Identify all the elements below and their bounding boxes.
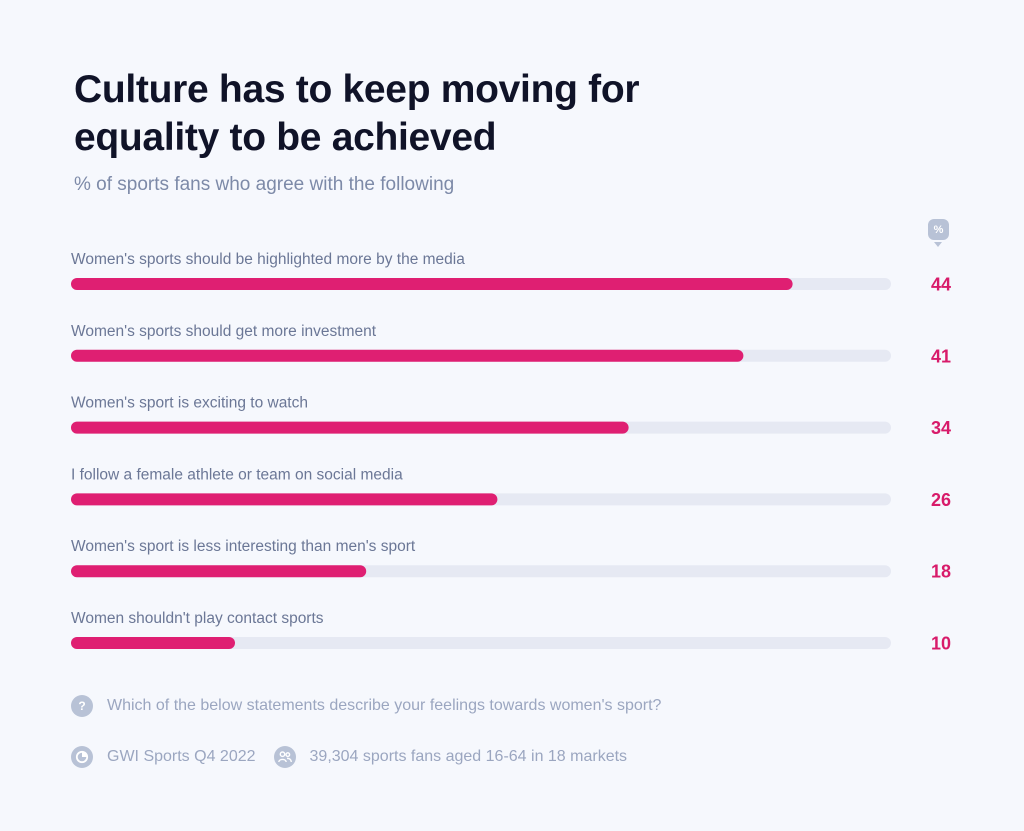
gwi-logo-icon (71, 746, 93, 768)
source-text: GWI Sports Q4 2022 (107, 748, 256, 765)
bar (71, 493, 498, 506)
question-icon: ? (71, 695, 93, 717)
bar-label: Women's sport is less interesting than m… (71, 538, 416, 555)
bar (71, 637, 235, 649)
bar (71, 349, 744, 362)
bar-label: Women's sport is exciting to watch (71, 395, 308, 412)
chart-title: Culture has to keep moving for equality … (74, 68, 640, 159)
question-text: Which of the below statements describe y… (107, 697, 662, 714)
bar-label: Women's sports should get more investmen… (71, 323, 377, 340)
bar-track (71, 637, 891, 649)
bar-value-label: 18 (931, 562, 951, 582)
bar-value-label: 26 (931, 490, 951, 510)
bar (71, 421, 629, 434)
question-row: ? Which of the below statements describe… (71, 695, 661, 717)
bar-label: I follow a female athlete or team on soc… (71, 466, 403, 483)
bar-value-label: 34 (931, 418, 951, 438)
bar (71, 278, 793, 290)
bar-value-label: 41 (931, 346, 951, 366)
bar-chart: Women's sports should be highlighted mor… (71, 251, 951, 654)
bar-value-label: 44 (931, 275, 951, 295)
chart-subtitle: % of sports fans who agree with the foll… (74, 174, 455, 195)
bar (71, 565, 367, 578)
percent-unit-badge: % (928, 219, 949, 247)
bar-value-label: 10 (931, 634, 951, 654)
source-row: GWI Sports Q4 2022 39,304 sports fans ag… (71, 746, 627, 768)
bar-label: Women's sports should be highlighted mor… (71, 251, 465, 268)
sample-text: 39,304 sports fans aged 16-64 in 18 mark… (309, 748, 628, 765)
bar-label: Women shouldn't play contact sports (71, 610, 324, 627)
people-icon (273, 746, 296, 768)
